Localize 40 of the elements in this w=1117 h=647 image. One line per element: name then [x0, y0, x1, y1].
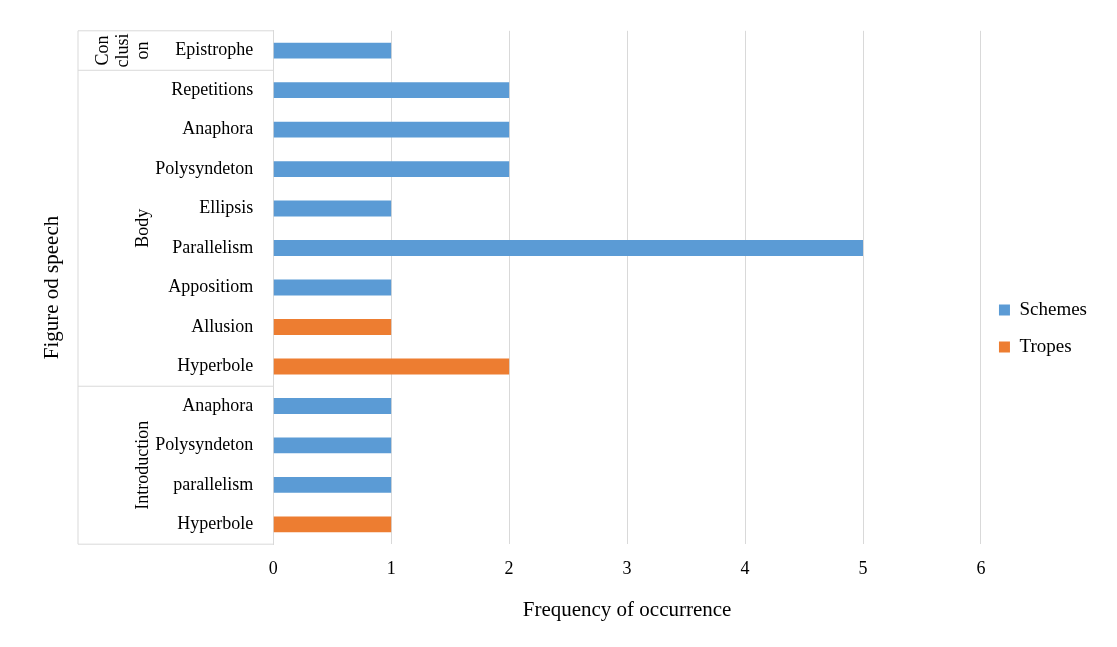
x-axis-title: Frequency of occurrence — [522, 596, 732, 621]
legend-label: Schemes — [1019, 297, 1088, 319]
bar — [273, 319, 392, 335]
y-tick-label: Repetitions — [171, 78, 254, 99]
bar — [273, 42, 392, 59]
y-tick-label: Anaphora — [182, 118, 254, 139]
x-tick-label: 6 — [976, 557, 986, 578]
bar — [273, 200, 392, 217]
y-tick-label: Allusion — [191, 315, 254, 336]
bar — [273, 398, 392, 414]
x-tick-label: 2 — [504, 557, 514, 578]
x-tick-label: 4 — [740, 557, 750, 578]
x-tick-label: 0 — [268, 557, 278, 578]
y-tick-label: Anaphora — [182, 394, 254, 415]
bar — [273, 516, 392, 533]
x-tick-label: 1 — [386, 557, 396, 578]
bar — [273, 161, 510, 177]
y-tick-label: Appositiom — [168, 276, 254, 297]
y-axis-title: Figure od speech — [39, 215, 64, 360]
y-tick-label: Ellipsis — [199, 197, 254, 218]
text: Introduction — [131, 420, 152, 510]
y-tick-label: Hyperbole — [177, 355, 254, 376]
bar — [273, 477, 392, 493]
y-tick-label: Polysyndeton — [155, 157, 254, 178]
x-tick-label: 5 — [858, 557, 868, 578]
y-tick-label: Hyperbole — [177, 513, 254, 534]
y-tick-label: Parallelism — [172, 236, 254, 257]
bar — [273, 121, 510, 138]
bar — [273, 358, 510, 375]
text: Body — [131, 208, 152, 248]
y-tick-label: Epistrophe — [175, 39, 254, 60]
y-tick-label: Polysyndeton — [155, 434, 254, 455]
bar — [273, 437, 392, 454]
y-tick-label: parallelism — [173, 473, 254, 494]
bar — [273, 82, 510, 98]
x-tick-label: 3 — [622, 557, 632, 578]
text: Conclusion — [91, 33, 152, 68]
legend-label: Tropes — [1019, 334, 1072, 356]
bar — [273, 279, 392, 296]
bar — [273, 240, 863, 256]
